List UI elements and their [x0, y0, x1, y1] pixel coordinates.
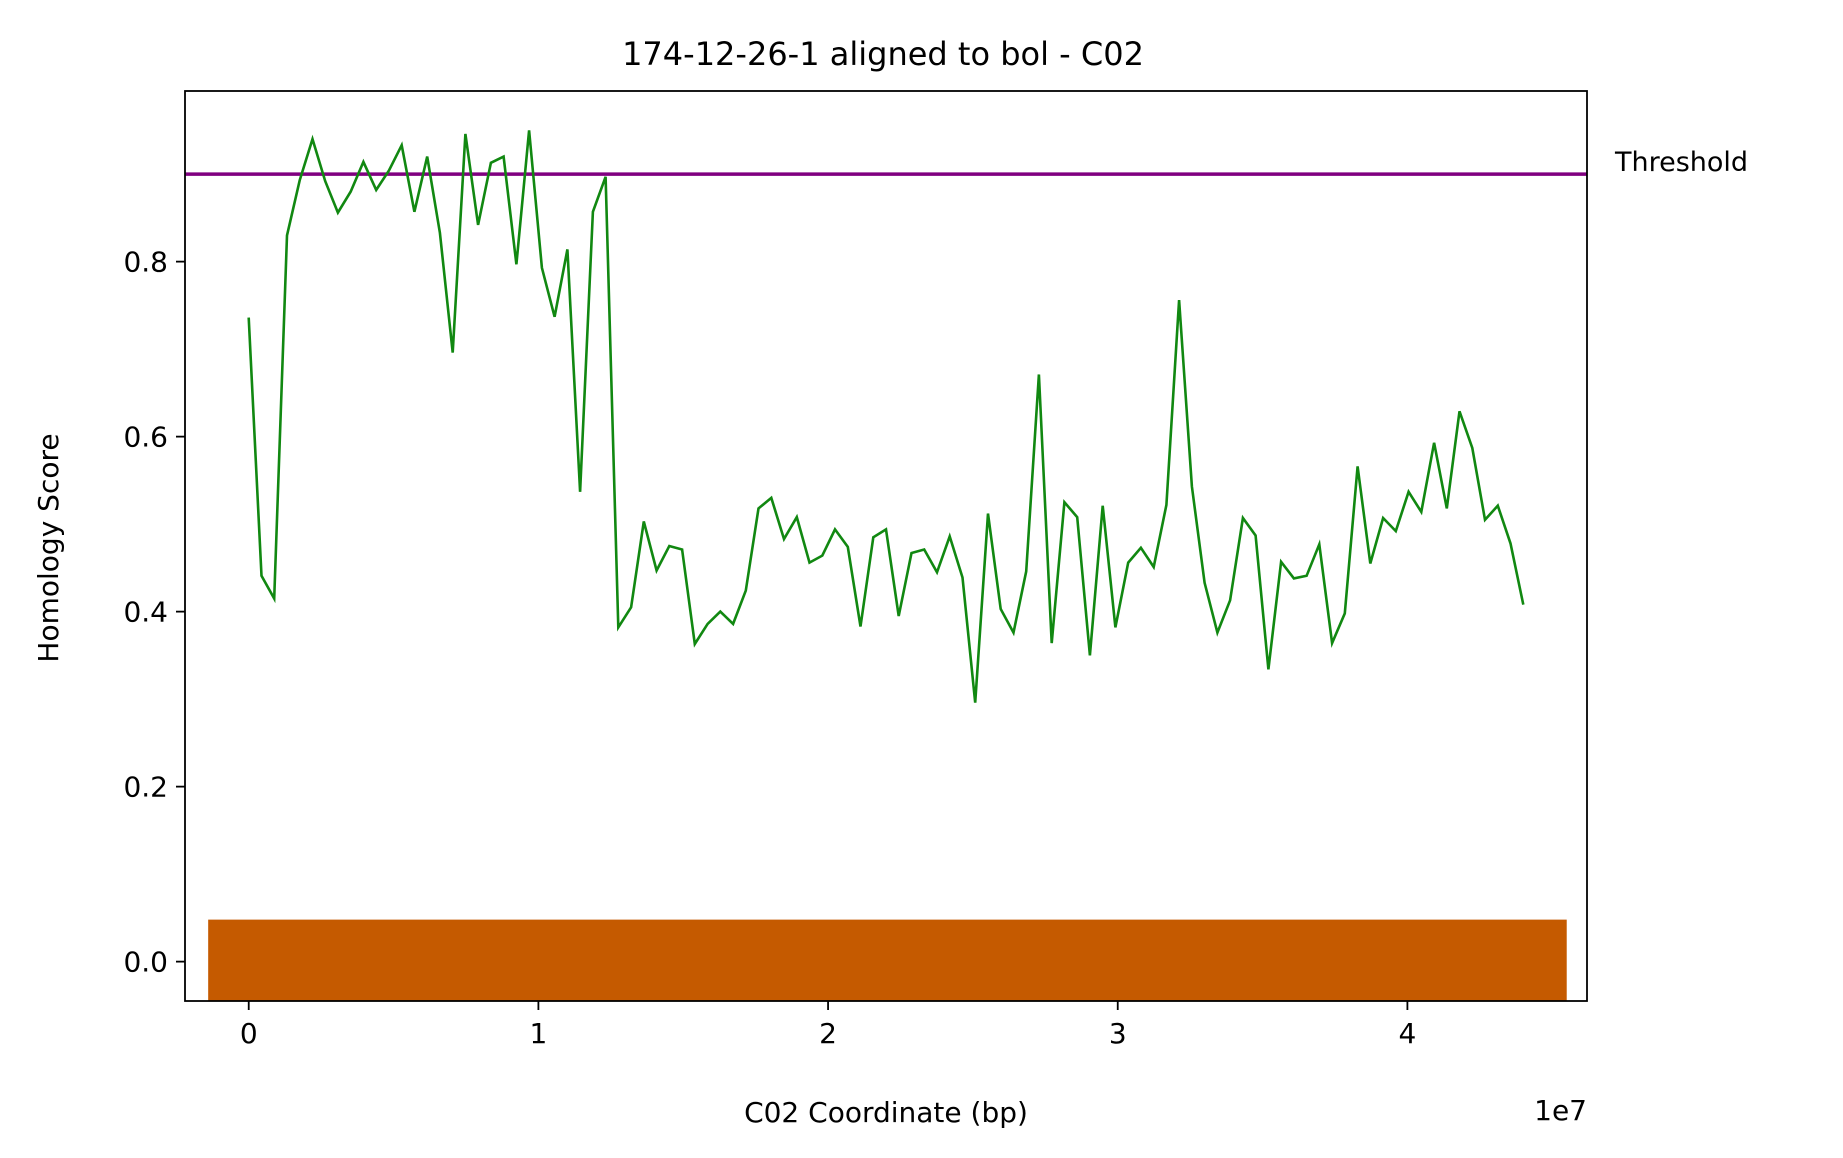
series-layer [247, 130, 1525, 703]
x-axis-label: C02 Coordinate (bp) [744, 1096, 1028, 1129]
x-tick-label: 1 [529, 1017, 547, 1050]
y-tick-label: 0.6 [123, 421, 168, 454]
y-axis-label: Homology Score [32, 433, 65, 662]
threshold-label: Threshold [1614, 147, 1748, 178]
threshold-layer: Threshold [185, 147, 1748, 178]
y-tick-label: 0.8 [123, 246, 168, 279]
chart-title: 174-12-26-1 aligned to bol - C02 [622, 35, 1144, 73]
plot-frame [184, 90, 1588, 1002]
y-tick-label: 0.4 [123, 596, 168, 629]
x-tick-label: 3 [1109, 1017, 1127, 1050]
x-tick-label: 4 [1398, 1017, 1416, 1050]
x-tick-label: 0 [240, 1017, 258, 1050]
y-axis-ticks: 0.0 0.2 0.4 0.6 0.8 [123, 246, 185, 979]
series-line-0 [247, 130, 1525, 703]
x-axis-offset-label: 1e7 [1534, 1094, 1587, 1127]
chromosome-bar [208, 919, 1567, 1001]
y-tick-label: 0.2 [123, 771, 168, 804]
chromosome-bar-layer [208, 919, 1567, 1001]
x-tick-label: 2 [819, 1017, 837, 1050]
y-tick-label: 0.0 [123, 946, 168, 979]
x-axis-ticks: 0 1 2 3 4 [240, 1001, 1416, 1050]
